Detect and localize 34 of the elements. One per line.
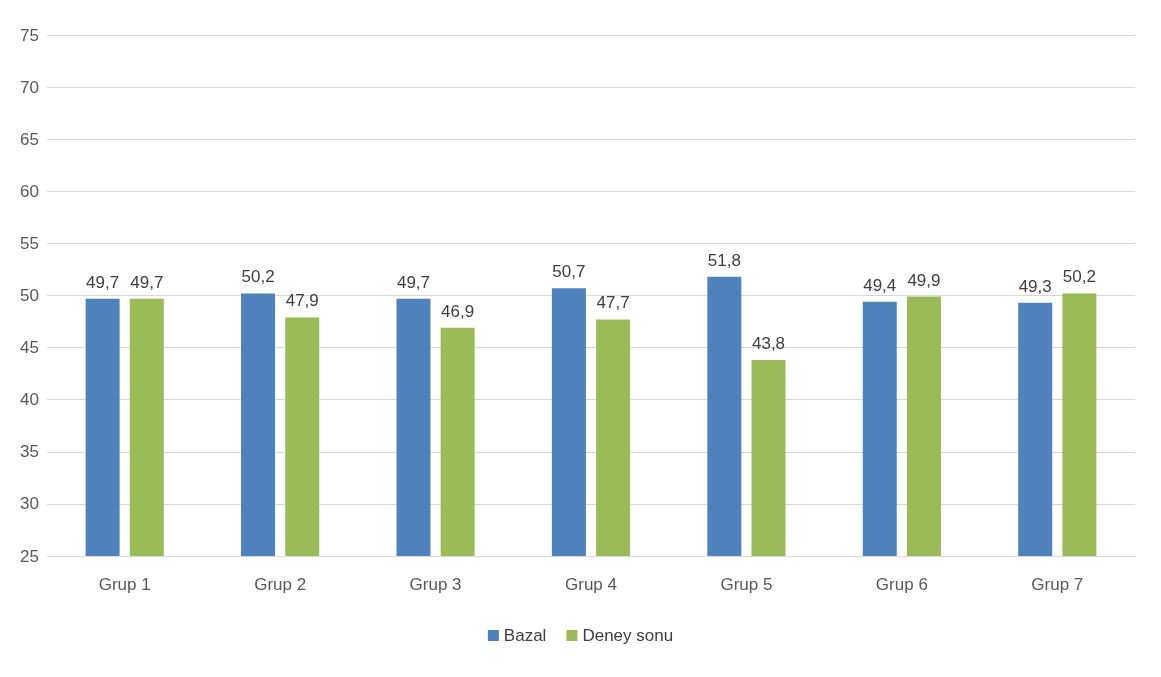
y-tick-label: 55 bbox=[20, 233, 39, 253]
y-tick-label: 35 bbox=[20, 442, 39, 462]
y-tick-label: 30 bbox=[20, 494, 39, 514]
y-tick-label: 75 bbox=[20, 25, 39, 45]
legend-label: Deney sonu bbox=[582, 626, 674, 645]
data-label: 47,7 bbox=[596, 293, 630, 313]
y-tick-label: 50 bbox=[20, 286, 39, 305]
data-label: 47,9 bbox=[285, 291, 319, 311]
data-label: 43,8 bbox=[751, 334, 786, 354]
x-tick-label: Grup 5 bbox=[720, 575, 773, 594]
data-label: 50,2 bbox=[1062, 267, 1096, 287]
data-label: 49,9 bbox=[907, 270, 941, 290]
data-label: 49,7 bbox=[86, 272, 120, 292]
data-label: 50,2 bbox=[241, 267, 275, 287]
y-tick-label: 65 bbox=[20, 129, 39, 149]
data-label: 51,8 bbox=[707, 250, 741, 270]
x-tick-label: Grup 6 bbox=[875, 575, 928, 594]
legend-label: Bazal bbox=[503, 626, 547, 645]
y-tick-label: 60 bbox=[20, 181, 39, 201]
x-tick-label: Grup 1 bbox=[98, 575, 151, 594]
y-tick-label: 25 bbox=[20, 546, 39, 566]
x-tick-label: Grup 7 bbox=[1031, 575, 1084, 594]
data-label: 49,7 bbox=[396, 272, 431, 292]
y-tick-label: 70 bbox=[20, 77, 39, 97]
y-tick-label: 45 bbox=[20, 338, 39, 358]
data-label: 49,7 bbox=[130, 272, 164, 292]
data-label: 50,7 bbox=[552, 262, 586, 282]
x-tick-label: Grup 2 bbox=[254, 575, 307, 594]
x-tick-label: Grup 3 bbox=[409, 575, 462, 594]
data-label: 49,3 bbox=[1018, 276, 1052, 296]
y-tick-label: 40 bbox=[20, 390, 39, 410]
x-tick-label: Grup 4 bbox=[565, 575, 617, 594]
data-label: 49,4 bbox=[863, 275, 897, 295]
data-label: 46,9 bbox=[441, 301, 475, 321]
